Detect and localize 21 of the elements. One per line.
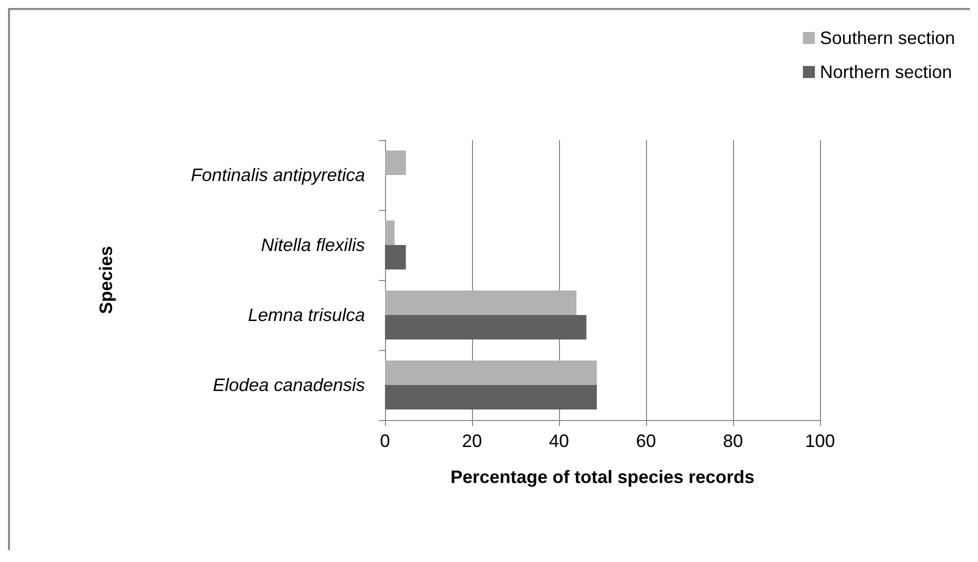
x-axis-title: Percentage of total species records bbox=[450, 467, 755, 487]
bar bbox=[385, 360, 597, 385]
x-tick-label: 60 bbox=[636, 431, 656, 451]
x-tick-label: 0 bbox=[380, 431, 390, 451]
bar bbox=[385, 150, 406, 175]
bar bbox=[385, 220, 395, 245]
bar bbox=[385, 385, 597, 410]
x-tick-label: 20 bbox=[462, 431, 482, 451]
y-tick-label: Nitella flexilis bbox=[260, 235, 365, 255]
legend-label: Northern section bbox=[820, 62, 952, 82]
x-tick-label: 80 bbox=[722, 431, 744, 451]
legend-label: Southern section bbox=[820, 28, 956, 48]
bar bbox=[385, 290, 576, 315]
bar bbox=[385, 245, 406, 270]
x-tick-label: 40 bbox=[548, 431, 570, 451]
y-tick-label: Fontinalis antipyretica bbox=[190, 165, 365, 185]
x-tick-label: 100 bbox=[804, 431, 836, 451]
y-axis-title: Species bbox=[96, 246, 116, 314]
y-tick-label: Lemna trisulca bbox=[248, 305, 365, 325]
bar bbox=[385, 315, 586, 340]
y-tick-label: Elodea canadensis bbox=[212, 375, 365, 395]
